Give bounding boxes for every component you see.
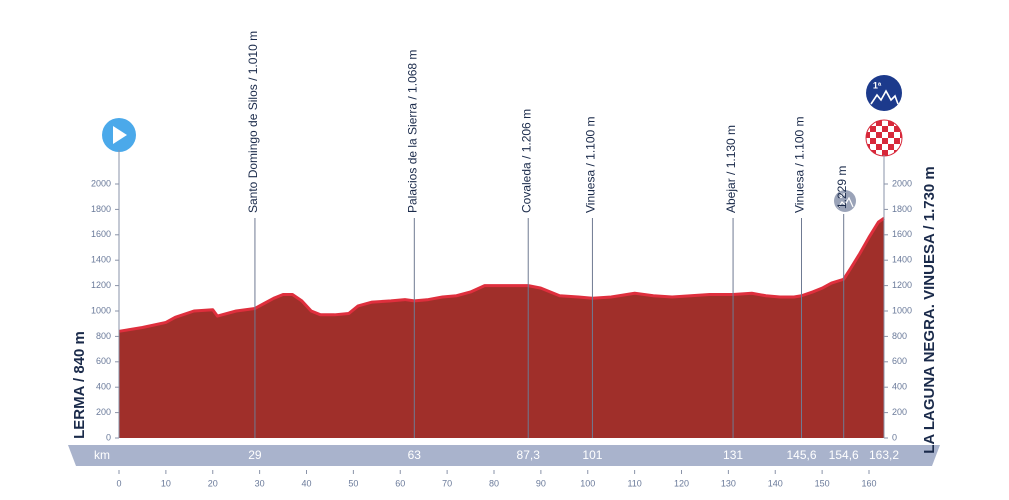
- x-tick-label: 120: [674, 478, 689, 488]
- marker-km: 131: [723, 448, 743, 462]
- elevation-edge: [118, 217, 885, 333]
- y-tick-label: 1600: [91, 229, 111, 239]
- km-band: [68, 445, 940, 466]
- elevation-area: [119, 218, 884, 438]
- finish-climb-icon: 1ª: [866, 75, 902, 111]
- marker-km: 101: [582, 448, 602, 462]
- km-label: km: [94, 448, 110, 462]
- y-tick-label: 400: [96, 382, 111, 392]
- x-tick-label: 20: [208, 478, 218, 488]
- marker-km: 154,6: [829, 448, 859, 462]
- x-tick-label: 50: [348, 478, 358, 488]
- y-tick-label: 1400: [91, 255, 111, 265]
- y-tick-label: 200: [892, 407, 907, 417]
- x-tick-label: 0: [116, 478, 121, 488]
- x-tick-label: 30: [255, 478, 265, 488]
- marker-name: Santo Domingo de Silos / 1.010 m: [246, 31, 260, 213]
- y-tick-label: 600: [892, 356, 907, 366]
- marker-km: 145,6: [786, 448, 816, 462]
- marker-km: 63: [408, 448, 422, 462]
- finish-flag-icon: [865, 119, 903, 157]
- marker-km: 163,2: [869, 448, 899, 462]
- x-tick-label: 130: [721, 478, 736, 488]
- x-tick-label: 70: [442, 478, 452, 488]
- y-tick-label: 600: [96, 356, 111, 366]
- x-tick-label: 10: [161, 478, 171, 488]
- y-tick-label: 2000: [892, 178, 912, 188]
- y-tick-label: 800: [96, 331, 111, 341]
- y-tick-label: 1000: [892, 305, 912, 315]
- finish-category: 1ª: [873, 80, 882, 90]
- x-tick-label: 100: [580, 478, 595, 488]
- y-tick-label: 400: [892, 382, 907, 392]
- y-tick-label: 800: [892, 331, 907, 341]
- x-tick-label: 60: [395, 478, 405, 488]
- y-tick-label: 2000: [91, 178, 111, 188]
- x-tick-label: 80: [489, 478, 499, 488]
- y-tick-label: 0: [892, 432, 897, 442]
- finish-label: LA LAGUNA NEGRA. VINUESA / 1.730 m: [921, 166, 938, 454]
- x-tick-label: 140: [768, 478, 783, 488]
- x-tick-label: 160: [861, 478, 876, 488]
- y-tick-label: 0: [106, 432, 111, 442]
- y-tick-label: 1200: [91, 280, 111, 290]
- start-label: LERMA / 840 m: [71, 331, 88, 439]
- y-tick-label: 1000: [91, 305, 111, 315]
- x-tick-label: 150: [815, 478, 830, 488]
- y-tick-label: 1600: [892, 229, 912, 239]
- y-tick-label: 1800: [892, 204, 912, 214]
- marker-name: Vinuesa / 1.100 m: [793, 116, 807, 213]
- climb-category: 3ª: [839, 193, 846, 200]
- x-tick-label: 40: [301, 478, 311, 488]
- marker-km: 87,3: [517, 448, 541, 462]
- marker-name: 1.229 m: [835, 166, 849, 209]
- marker-name: Abejar / 1.130 m: [724, 125, 738, 213]
- marker-name: Palacios de la Sierra / 1.068 m: [405, 50, 419, 213]
- y-tick-label: 200: [96, 407, 111, 417]
- marker-name: Covaleda / 1.206 m: [519, 109, 533, 213]
- x-tick-label: 110: [627, 478, 641, 488]
- x-tick-label: 90: [536, 478, 546, 488]
- marker-name: Vinuesa / 1.100 m: [584, 116, 598, 213]
- climb-icon: 3ª: [834, 190, 856, 212]
- y-tick-label: 1400: [892, 255, 912, 265]
- y-tick-label: 1200: [892, 280, 912, 290]
- start-icon: [102, 118, 136, 152]
- marker-km: 29: [248, 448, 262, 462]
- y-tick-label: 1800: [91, 204, 111, 214]
